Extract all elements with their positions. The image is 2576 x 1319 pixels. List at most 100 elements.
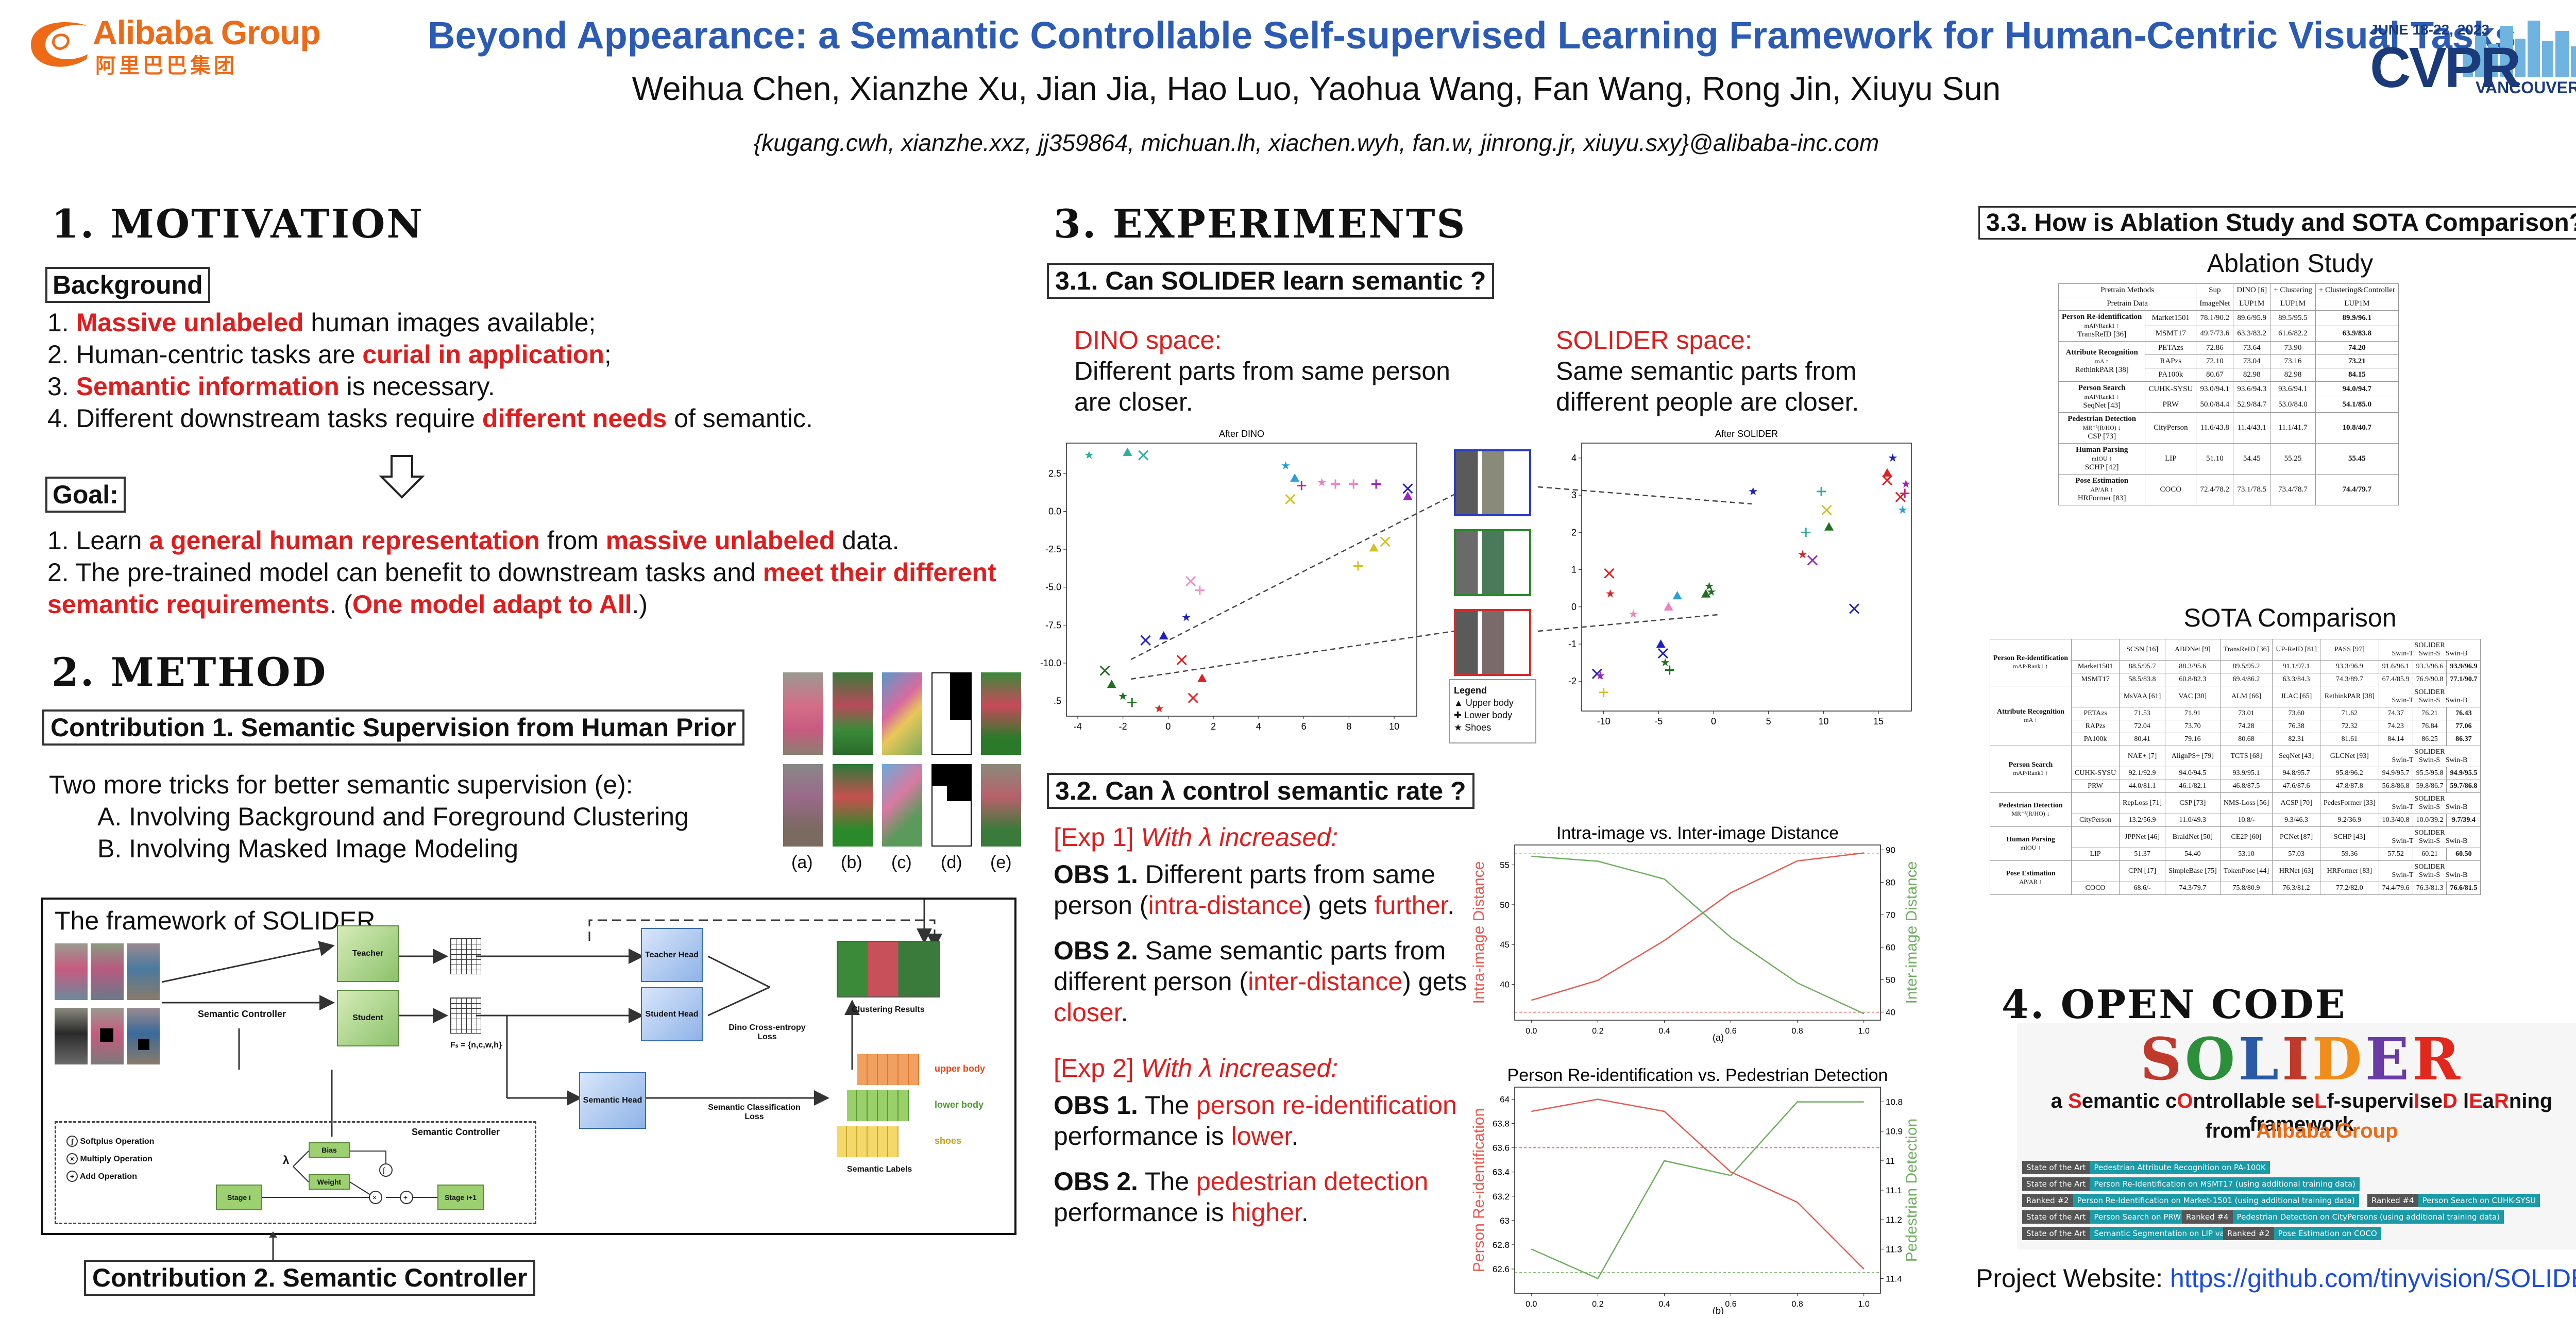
table-row: Pedestrian Detection MR⁻²(R/HO) ↓ RepLoss … xyxy=(1989,792,2481,827)
y2-axis-label: Pedestrian Detection xyxy=(1903,1119,1920,1262)
x-tick-label: 0.6 xyxy=(1725,1027,1736,1036)
x-tick-label: 8 xyxy=(1346,721,1351,732)
series-line-0 xyxy=(1531,1098,1865,1270)
background-label: Background xyxy=(45,267,210,303)
scatter-title: After SOLIDER xyxy=(1715,429,1778,439)
scatter-point xyxy=(1138,450,1149,461)
solider-space-desc: Same semantic parts from different peopl… xyxy=(1556,357,1859,416)
table-row: Market1501 88.5/95.7 88.3/95.6 89.5/95.2 91.… xyxy=(1990,660,2481,673)
legend-lower: ✚ Lower body xyxy=(1454,710,1513,720)
y-tick-label: -2 xyxy=(1568,676,1577,686)
y-tick-label: 64 xyxy=(1500,1095,1510,1105)
x-tick-label: 6 xyxy=(1301,721,1307,732)
scatter-point xyxy=(1604,568,1615,579)
scatter-point xyxy=(1849,603,1860,614)
exp1-heading: [Exp 1] With λ increased: xyxy=(1054,823,1338,852)
y2-tick-label: 60 xyxy=(1886,942,1895,952)
x-tick-label: 0.4 xyxy=(1658,1027,1670,1036)
table-row: Human Parsing mIOU ↑ JPPNet [46] BraidNet [… xyxy=(1989,826,2481,861)
y-tick-label: 62.6 xyxy=(1493,1264,1510,1274)
scatter-point xyxy=(1140,635,1151,646)
scatter-point xyxy=(1353,561,1363,571)
line-chart-frame xyxy=(1514,1087,1881,1294)
input-images xyxy=(55,943,163,1067)
y2-tick-label: 40 xyxy=(1886,1007,1895,1017)
teacher-block: Teacher xyxy=(337,925,399,982)
prior-image-d2 xyxy=(931,764,972,847)
scatter-point: ★ xyxy=(1706,585,1717,598)
x-tick-label: 5 xyxy=(1766,716,1771,726)
logo-letter: D xyxy=(2312,1026,2365,1093)
prior-image-e1 xyxy=(981,672,1021,755)
table-row: Person Search mAP/Rank1 ↑ SeqNet [43] CUHK-… xyxy=(2058,381,2399,413)
goal-label: Goal: xyxy=(45,477,126,513)
scatter-point xyxy=(1701,589,1711,598)
paperswithcode-badge[interactable]: Ranked #2 Person Re-Identification on Mar… xyxy=(2022,1194,2359,1207)
y-tick-label: 2 xyxy=(1571,527,1577,537)
goal-list: 1. Learn a general human representation … xyxy=(47,525,1026,620)
y2-tick-label: 10.8 xyxy=(1886,1097,1903,1107)
scatter-legend: Legend ▲ Upper body ✚ Lower body ★ Shoes xyxy=(1449,679,1536,743)
prior-label-a: (a) xyxy=(791,853,813,872)
logo-letter: E xyxy=(2365,1026,2412,1093)
x-axis-label: (a) xyxy=(1713,1033,1724,1043)
ablation-table-wrap: Pretrain Methods Sup DINO [6] + Clustering +… xyxy=(2058,283,2399,505)
exp-text: [Exp 1] With λ increased: OBS 1. Differe… xyxy=(1054,822,1476,1228)
sota-subtitle: SOTA Comparison xyxy=(2183,603,2397,632)
exp1-obs2: OBS 2. Same semantic parts from differen… xyxy=(1054,936,1467,1027)
paperswithcode-badge[interactable]: Ranked #4 Person Search on CUHK-SYSU xyxy=(2367,1194,2540,1207)
prior-label-b: (b) xyxy=(841,853,862,872)
framework-arrows-icon xyxy=(161,900,942,1137)
svg-text:+: + xyxy=(403,1193,408,1202)
softplus-legend: ∫ Softplus Operation × Multiply Operatio… xyxy=(66,1133,154,1186)
prior-image-c2 xyxy=(882,764,922,847)
scatter-point xyxy=(1369,543,1379,552)
x-tick-label: -4 xyxy=(1074,721,1082,732)
project-website-link[interactable]: https://github.com/tinyvision/SOLIDER xyxy=(2170,1264,2576,1293)
open-code-title: 4. OPEN CODE xyxy=(2002,982,2347,1027)
x-tick-label: 0.0 xyxy=(1526,1300,1537,1309)
paperswithcode-badge[interactable]: State of the Art Person Re-Identification… xyxy=(2022,1177,2360,1191)
stage-i-block: Stage i xyxy=(216,1185,262,1210)
y2-axis-label: Inter-image Distance xyxy=(1903,861,1920,1004)
clustering-results-images xyxy=(837,941,940,997)
scatter-point: ★ xyxy=(1748,485,1758,498)
fs-label: Fₛ = {n,c,w,h} xyxy=(450,1041,502,1050)
tricks-intro: Two more tricks for better semantic supe… xyxy=(49,770,633,799)
emails: {kugang.cwh, xianzhe.xxz, jj359864, mich… xyxy=(753,129,1879,156)
y-tick-label: 4 xyxy=(1571,453,1577,463)
y-tick-label: 63 xyxy=(1500,1216,1510,1226)
y2-tick-label: 11.3 xyxy=(1886,1244,1902,1254)
legend-upper: ▲ Upper body xyxy=(1454,698,1514,708)
down-arrow-icon xyxy=(379,455,425,499)
y2-tick-label: 11.1 xyxy=(1886,1186,1902,1195)
contribution-1: Contribution 1. Semantic Supervision fro… xyxy=(42,709,744,746)
table-row: LIP 51.37 54.40 53.10 57.03 59.36 57.52 60.21 60… xyxy=(1990,848,2481,861)
scatter-point xyxy=(1801,528,1811,537)
paperswithcode-badge[interactable]: State of the Art Person Search on PRW xyxy=(2022,1210,2185,1224)
shoes-label: shoes xyxy=(935,1136,962,1146)
trick-b: B. Involving Masked Image Modeling xyxy=(97,834,519,863)
y-tick-label: -2.5 xyxy=(1045,544,1061,554)
weight-block: Weight xyxy=(309,1174,350,1190)
dino-scatter-plot: After DINO -4 -2 0 2 4 6 8 10 2.5 0.0 -2.5 -5.0 -7.5 -… xyxy=(1040,429,1417,732)
semantic-labels-blocks xyxy=(837,1054,929,1157)
scatter-point xyxy=(1380,536,1391,547)
solider-space-text: SOLIDER space: Same semantic parts from … xyxy=(1556,325,1917,417)
paperswithcode-badge[interactable]: State of the Art Pedestrian Attribute Rec… xyxy=(2022,1161,2270,1174)
paperswithcode-badge[interactable]: State of the Art Semantic Segmentation on… xyxy=(2022,1227,2231,1240)
poster-title: Beyond Appearance: a Semantic Controllab… xyxy=(428,14,2516,57)
y-tick-label: 1 xyxy=(1571,565,1577,575)
sota-table-wrap: Person Re-identification mAP/Rank1 ↑ SCSN … xyxy=(1989,639,2481,895)
q1-title: 3.1. Can SOLIDER learn semantic ? xyxy=(1047,263,1495,299)
scatter-point xyxy=(1185,576,1196,587)
table-row: Pretrain Data ImageNet LUP1M LUP1M LUP1M xyxy=(2058,297,2399,311)
distance-line-chart: Intra-image vs. Inter-image Distance 0.0 0… xyxy=(1470,823,1920,1043)
scatter-point xyxy=(1821,504,1832,516)
paperswithcode-badge[interactable]: Ranked #2 Pose Estimation on COCO xyxy=(2223,1227,2381,1240)
paperswithcode-badge[interactable]: Ranked #4 Pedestrian Detection on CityPer… xyxy=(2182,1210,2504,1224)
y-tick-label: 63.8 xyxy=(1493,1119,1510,1129)
x-tick-label: 2 xyxy=(1211,721,1216,732)
scatter-point xyxy=(1159,631,1168,640)
scatter-point xyxy=(1127,698,1137,707)
